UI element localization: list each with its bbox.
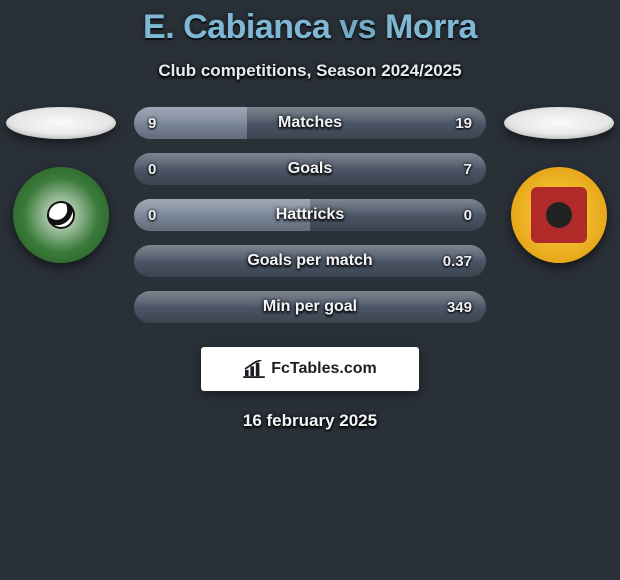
team-b-logo bbox=[511, 167, 607, 263]
stat-left-value: 0 bbox=[148, 199, 156, 231]
date-text: 16 february 2025 bbox=[0, 411, 620, 431]
stat-right-value: 0.37 bbox=[443, 245, 472, 277]
stat-bar-right bbox=[310, 199, 486, 231]
stat-right-value: 0 bbox=[464, 199, 472, 231]
player-b-name: Morra bbox=[385, 8, 477, 46]
stat-row: 0Hattricks0 bbox=[134, 199, 486, 231]
brand-chart-icon bbox=[243, 360, 265, 378]
stat-bar-right bbox=[134, 291, 486, 323]
stat-right-value: 19 bbox=[455, 107, 472, 139]
subtitle: Club competitions, Season 2024/2025 bbox=[0, 61, 620, 81]
stat-row: 0Goals7 bbox=[134, 153, 486, 185]
stat-bar-track bbox=[134, 291, 486, 323]
brand-badge: FcTables.com bbox=[201, 347, 419, 391]
stat-row: Min per goal349 bbox=[134, 291, 486, 323]
stat-bar-right bbox=[134, 245, 486, 277]
stat-row: 9Matches19 bbox=[134, 107, 486, 139]
comparison-bars: 9Matches19 0Goals7 0Hattricks0 Goals per ma… bbox=[134, 107, 486, 323]
stat-bar-right bbox=[134, 153, 486, 185]
player-b-avatar-placeholder bbox=[504, 107, 614, 139]
stat-bar-left bbox=[134, 199, 310, 231]
stat-left-value: 0 bbox=[148, 153, 156, 185]
brand-text: FcTables.com bbox=[271, 360, 377, 378]
stat-right-value: 7 bbox=[464, 153, 472, 185]
stat-bar-track bbox=[134, 153, 486, 185]
player-a-name: E. Cabianca bbox=[143, 8, 330, 46]
player-a-side bbox=[6, 107, 116, 263]
player-b-side bbox=[504, 107, 614, 263]
player-a-avatar-placeholder bbox=[6, 107, 116, 139]
page-title: E. Cabianca vs Morra bbox=[0, 8, 620, 47]
stat-bar-track bbox=[134, 245, 486, 277]
stat-row: Goals per match0.37 bbox=[134, 245, 486, 277]
vs-text: vs bbox=[330, 8, 385, 46]
team-a-logo bbox=[13, 167, 109, 263]
stat-left-value: 9 bbox=[148, 107, 156, 139]
stat-right-value: 349 bbox=[447, 291, 472, 323]
stat-bar-track bbox=[134, 107, 486, 139]
stat-bar-track bbox=[134, 199, 486, 231]
stat-bar-right bbox=[247, 107, 486, 139]
